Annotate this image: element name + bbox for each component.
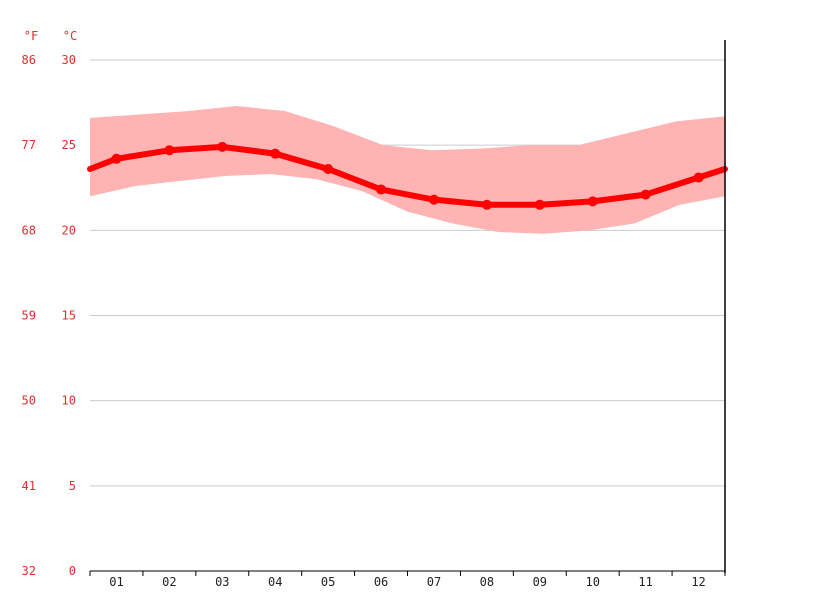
y-tick-label-f: 77 [22,138,36,152]
data-point-07 [428,194,439,205]
data-point-08 [481,199,492,210]
x-tick-label: 12 [691,575,705,589]
x-tick-label: 07 [427,575,441,589]
y-tick-label-c: 20 [62,223,76,237]
data-point-05 [323,164,334,175]
y-tick-label-f: 59 [22,309,36,323]
y-tick-label-c: 10 [62,394,76,408]
y-tick-label-c: 15 [62,309,76,323]
temperature-series [87,141,728,210]
x-tick-label: 11 [638,575,652,589]
y-tick-label-c: 5 [69,479,76,493]
y-tick-labels: 32 0 41 5 50 10 59 15 68 20 77 25 86 30 [22,53,76,578]
y-tick-label-c: 25 [62,138,76,152]
y-tick-label-f: 86 [22,53,36,67]
x-tick-label: 08 [480,575,494,589]
temperature-band [90,105,725,234]
data-point-03 [217,141,228,152]
data-point-12 [693,172,704,183]
x-tick-label: 04 [268,575,282,589]
data-point-04 [270,148,281,159]
data-point-01 [111,153,122,164]
x-tick-label: 02 [162,575,176,589]
y-tick-label-c: 0 [69,564,76,578]
y-tick-label-f: 32 [22,564,36,578]
unit-c-label: °C [63,29,77,43]
x-tick-label: 03 [215,575,229,589]
x-tick-label: 06 [374,575,388,589]
y-tick-label-f: 68 [22,223,36,237]
x-tick-label: 05 [321,575,335,589]
axes [89,40,726,576]
unit-f-label: °F [24,29,38,43]
data-point-09 [534,199,545,210]
x-tick-labels: 01 02 03 04 05 06 07 08 09 10 11 12 [109,575,706,589]
x-tick-label: 10 [585,575,599,589]
data-point-10 [587,196,598,207]
y-tick-label-c: 30 [62,53,76,67]
x-tick-label: 01 [109,575,123,589]
temperature-range-band [90,105,725,234]
x-tick-label: 09 [533,575,547,589]
y-tick-label-f: 41 [22,479,36,493]
data-point-02 [164,145,175,156]
average-temperature-line [87,143,728,208]
data-point-11 [640,189,651,200]
data-point-06 [376,184,387,195]
y-tick-label-f: 50 [22,394,36,408]
